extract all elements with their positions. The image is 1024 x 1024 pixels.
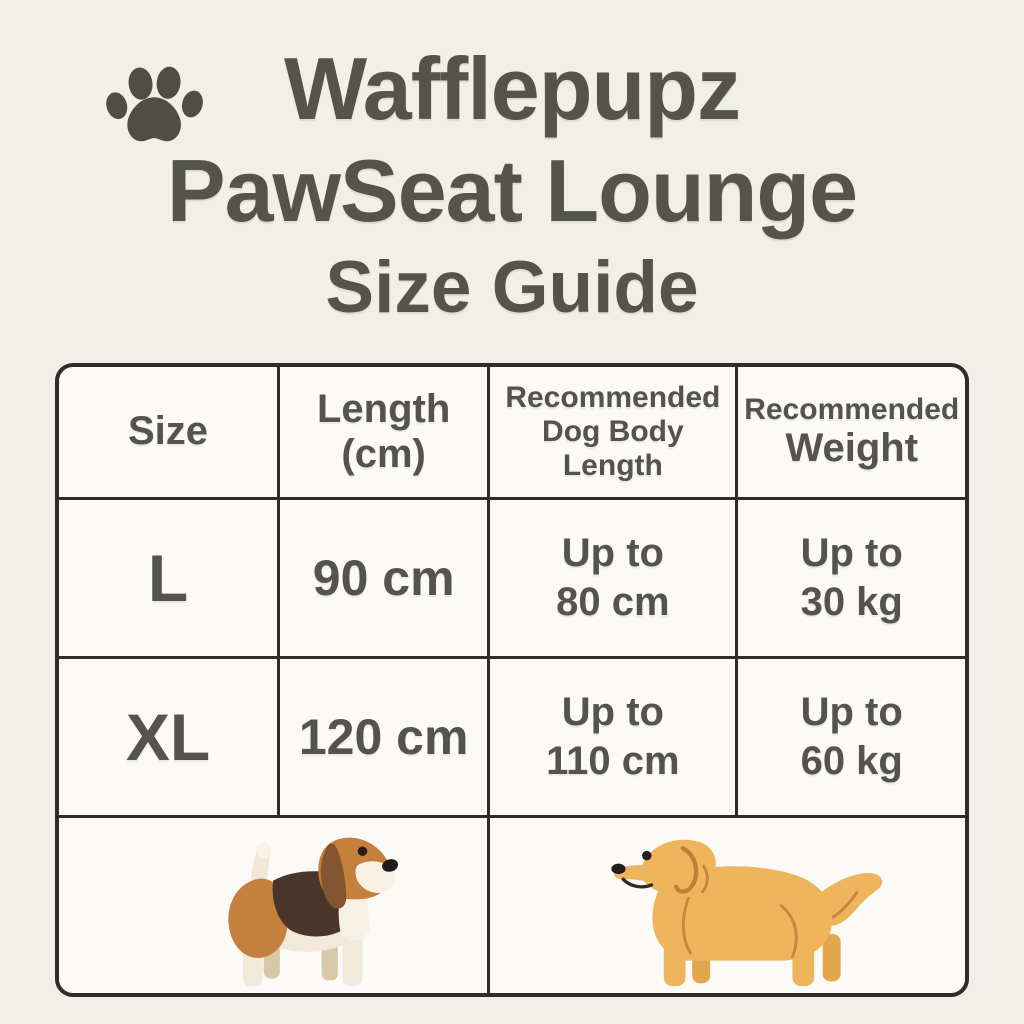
beagle-illustration: [228, 837, 399, 986]
table-cell-golden-retriever: [490, 818, 965, 993]
brand-title-line1: Wafflepupz: [284, 39, 741, 138]
paw-icon: [106, 66, 203, 142]
page-subtitle: Size Guide: [325, 247, 699, 329]
column-header-weight-bottom: Weight: [785, 426, 919, 471]
cell-dog-body-length-l: Up to 80 cm: [490, 499, 739, 656]
column-header-length: Length (cm): [280, 366, 491, 497]
table-row-xl: XL 120 cm Up to 110 cm Up to 60 kg: [59, 658, 965, 818]
header: Wafflepupz PawSeat Lounge Size Guide: [0, 0, 1024, 331]
cell-weight-xl: Up to 60 kg: [800, 690, 903, 783]
table-illustration-row: [59, 817, 965, 993]
table-row-l: L 90 cm Up to 80 cm Up to 30 kg: [59, 499, 965, 659]
cell-size-xl: XL: [59, 658, 281, 815]
brand-title-line2: PawSeat Lounge: [166, 141, 858, 241]
cell-length-l: 90 cm: [280, 499, 491, 656]
golden-retriever-illustration: [610, 839, 882, 986]
column-header-weight-top: Recommended: [744, 392, 960, 426]
cell-length-xl: 120 cm: [280, 658, 491, 815]
table-header-row: Size Length (cm) Recommended Dog Body Le…: [59, 366, 965, 500]
column-header-size: Size: [59, 366, 281, 497]
cell-size-l: L: [59, 499, 281, 656]
cell-dog-body-length-xl: Up to 110 cm: [490, 658, 739, 815]
cell-weight-l: Up to 30 kg: [800, 531, 903, 624]
size-table: Size Length (cm) Recommended Dog Body Le…: [55, 362, 969, 997]
table-cell-beagle: [59, 817, 491, 993]
column-header-weight: Recommended Weight: [738, 367, 965, 497]
column-header-dog-body-length: Recommended Dog Body Length: [490, 366, 739, 497]
brand-title: Wafflepupz PawSeat Lounge: [0, 38, 1024, 242]
